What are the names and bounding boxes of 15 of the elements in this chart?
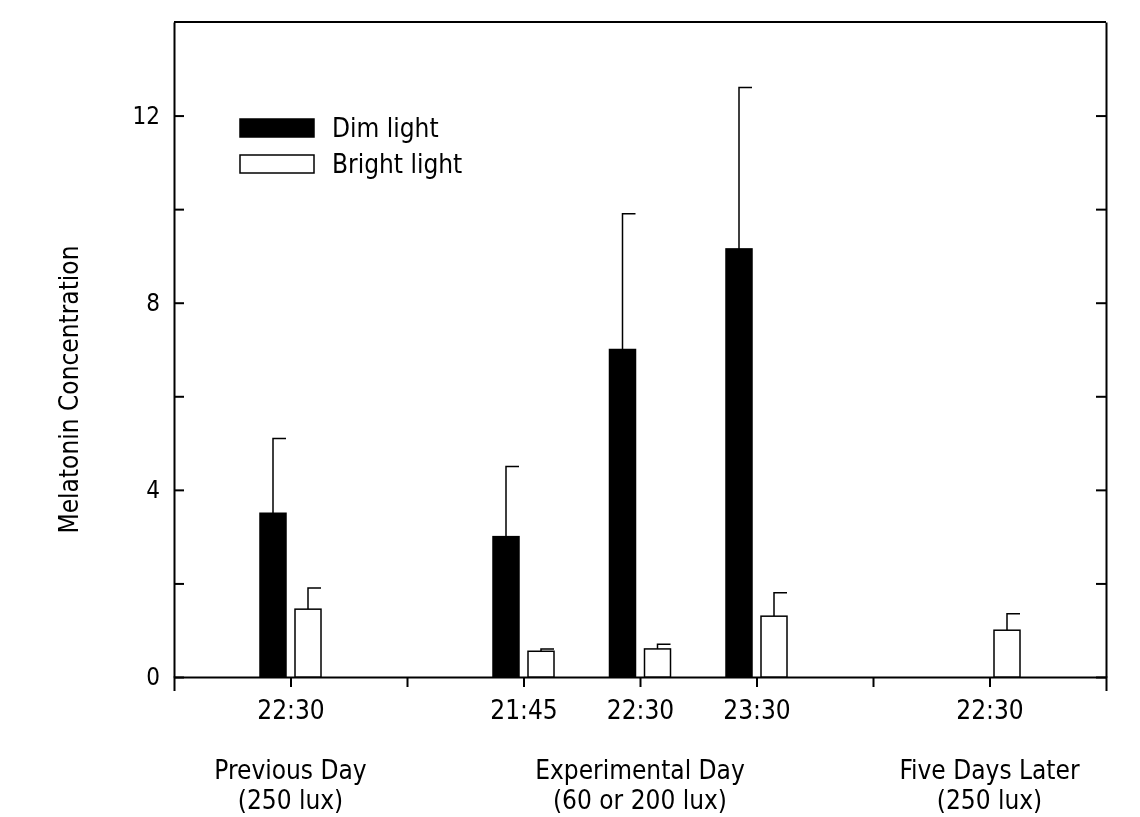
legend-label: Dim light [332,113,439,144]
y-tick-label: 8 [146,288,160,317]
y-axis-title: Melatonin Concentration [54,245,84,534]
x-tick-label: 22:30 [956,695,1024,726]
text: Previous Day (250 lux) [214,755,367,815]
x-tick-label: 22:30 [257,695,325,726]
text: Five Days Later (250 lux) [899,755,1080,815]
text: Experimental Day (60 or 200 lux) [535,755,745,815]
y-tick-label: 12 [132,101,160,130]
x-tick-label: 23:30 [723,695,791,726]
x-tick-label: 22:30 [606,695,675,726]
legend-label: Bright light [332,149,463,180]
y-tick-label: 4 [146,476,160,505]
x-tick-label: 21:45 [490,695,558,726]
y-tick-label: 0 [146,663,160,692]
